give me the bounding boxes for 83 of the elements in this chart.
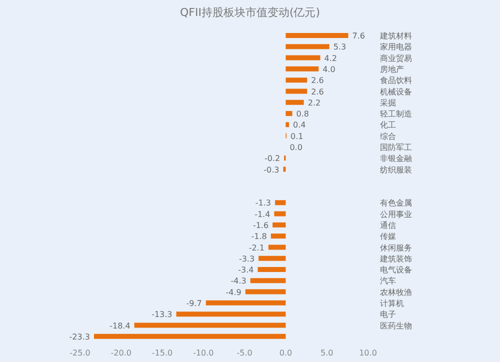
data-label: -1.4	[254, 210, 270, 219]
bar	[274, 211, 286, 216]
bar	[286, 111, 292, 116]
data-label: -18.4	[110, 321, 130, 330]
x-tick-label: -5.0	[236, 348, 252, 358]
data-label: -13.3	[152, 310, 172, 320]
bar	[176, 312, 286, 317]
y-tick-label: 汽车	[380, 276, 396, 286]
bar	[286, 122, 290, 128]
bar	[258, 267, 286, 272]
bar	[286, 33, 348, 38]
data-label: 0.0	[290, 143, 302, 152]
bar	[286, 44, 330, 50]
chart-title: QFII持股板块市值变动(亿元)	[178, 5, 322, 20]
data-label: 7.6	[352, 32, 365, 41]
bar	[286, 66, 319, 72]
data-label: 0.8	[296, 110, 310, 119]
data-label: -3.3	[238, 254, 255, 264]
data-label: -0.2	[264, 154, 280, 164]
bar	[275, 200, 286, 206]
data-label: 0.1	[290, 132, 304, 141]
bar	[286, 55, 320, 60]
data-label: 4.2	[324, 54, 338, 63]
y-tick-label: 化工	[380, 120, 396, 130]
data-label: -3.4	[238, 266, 254, 275]
y-tick-label: 建筑材料	[379, 32, 412, 41]
y-tick-label: 农林牧渔	[380, 288, 412, 297]
y-tick-label: 家用电器	[380, 42, 412, 52]
y-tick-label: 综合	[380, 132, 396, 141]
bar	[283, 166, 286, 172]
y-tick-label: 电子	[380, 310, 396, 320]
y-tick-label: 商业贸易	[380, 54, 412, 63]
x-tick-label: 5.0	[320, 348, 334, 358]
x-tick-label: 0.0	[279, 348, 292, 358]
x-tick-label: -25.0	[70, 348, 90, 358]
y-tick-label: 电气设备	[380, 266, 412, 275]
y-tick-label: 传媒	[380, 232, 396, 242]
x-tick-label: -20.0	[110, 348, 132, 358]
data-label: -2.1	[248, 243, 264, 252]
data-label: -9.7	[186, 299, 202, 308]
bar	[250, 278, 286, 284]
bar	[270, 234, 286, 239]
data-label: -4.9	[226, 288, 242, 297]
x-tick-label: 10.0	[359, 348, 377, 358]
data-label: 2.6	[311, 76, 324, 86]
data-label: 2.2	[308, 98, 321, 108]
data-label: 4.0	[322, 65, 336, 74]
data-label: -1.6	[252, 221, 269, 230]
y-tick-label: 国防军工	[380, 143, 412, 152]
data-label: -1.3	[255, 198, 272, 208]
x-tick-label: -10.0	[193, 348, 214, 358]
y-tick-label: 食品饮料	[380, 76, 412, 86]
bar	[94, 334, 286, 339]
y-tick-label: 房地产	[380, 65, 404, 74]
bar	[268, 244, 286, 250]
y-tick-label: 建筑装饰	[379, 254, 412, 264]
data-label: -4.3	[230, 276, 246, 286]
bar	[286, 88, 308, 94]
y-tick-label: 轻工制造	[380, 110, 412, 119]
y-tick-label: 医药生物	[380, 321, 412, 330]
y-tick-label: 机械设备	[380, 87, 412, 96]
bar	[206, 300, 286, 306]
bar	[272, 222, 286, 228]
data-label: -0.3	[264, 165, 280, 174]
bar	[245, 289, 286, 294]
data-label: 0.4	[293, 120, 306, 130]
x-tick-label: -15.0	[152, 348, 173, 358]
bar	[258, 256, 286, 261]
y-tick-label: 有色金属	[380, 198, 412, 208]
data-label: 5.3	[333, 42, 346, 52]
y-tick-label: 休闲服务	[380, 243, 412, 252]
y-tick-label: 计算机	[380, 299, 404, 308]
y-tick-label: 公用事业	[380, 210, 412, 219]
data-label: -1.8	[251, 232, 267, 242]
bar	[286, 100, 304, 105]
bar	[134, 322, 286, 328]
y-tick-label: 非银金融	[380, 154, 412, 164]
data-label: 2.6	[311, 87, 324, 96]
y-tick-label: 纺织服装	[380, 165, 412, 174]
y-tick-label: 通信	[380, 221, 396, 230]
data-label: -23.3	[69, 332, 90, 342]
y-tick-label: 采掘	[380, 98, 396, 108]
bar	[286, 78, 308, 83]
